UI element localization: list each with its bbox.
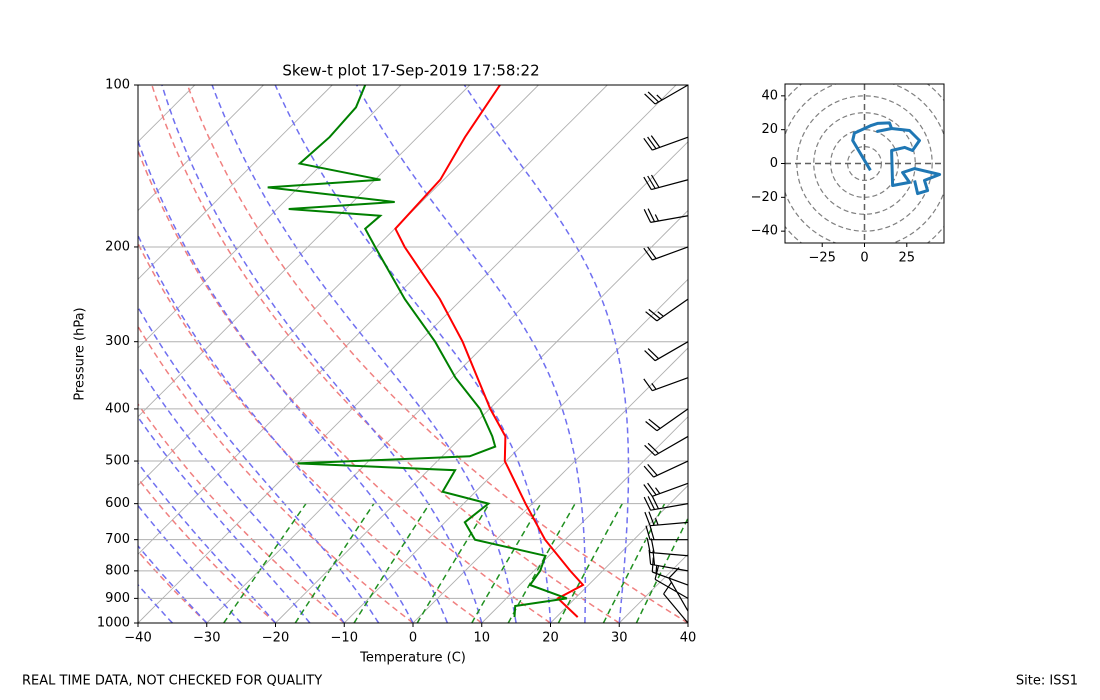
wind-barb bbox=[643, 377, 689, 392]
isotherm bbox=[275, 209, 688, 623]
isotherm bbox=[138, 85, 539, 487]
isotherm bbox=[138, 85, 471, 418]
moist-adiabat bbox=[138, 504, 242, 623]
y-tick-label: 800 bbox=[105, 563, 130, 578]
x-tick-label: 30 bbox=[611, 631, 628, 646]
moist-adiabat bbox=[138, 233, 414, 623]
wind-barb bbox=[663, 581, 689, 624]
wind-barb bbox=[645, 408, 689, 432]
y-tick-label: 200 bbox=[105, 239, 130, 254]
y-tick-label: −40 bbox=[751, 224, 778, 239]
y-axis-label: Pressure (hPa) bbox=[73, 307, 88, 400]
y-tick-label: 900 bbox=[105, 591, 130, 606]
isotherm bbox=[138, 85, 264, 212]
wind-barb bbox=[643, 482, 689, 497]
isotherm bbox=[206, 141, 688, 623]
y-tick-label: 0 bbox=[770, 156, 778, 171]
wind-barb bbox=[643, 135, 689, 151]
moist-adiabat bbox=[138, 461, 277, 623]
x-tick-label: 0 bbox=[409, 631, 417, 646]
skewt-data bbox=[267, 85, 585, 618]
wind-barb bbox=[643, 174, 689, 191]
x-tick-label: −25 bbox=[808, 251, 835, 266]
dry-adiabat bbox=[138, 402, 345, 623]
x-tick-label: 25 bbox=[899, 251, 916, 266]
isotherm bbox=[481, 416, 688, 623]
chart-title: Skew-t plot 17-Sep-2019 17:58:22 bbox=[282, 62, 539, 80]
moist-adiabat bbox=[274, 85, 552, 623]
isotherm bbox=[412, 347, 688, 623]
isotherm bbox=[343, 278, 688, 623]
mixing-ratio-line bbox=[635, 516, 688, 623]
wind-barb bbox=[644, 511, 689, 527]
isotherm bbox=[550, 484, 688, 623]
x-tick-label: 0 bbox=[860, 251, 868, 266]
dry-adiabat bbox=[138, 325, 414, 623]
x-tick-label: −40 bbox=[124, 631, 151, 646]
y-tick-label: −20 bbox=[751, 190, 778, 205]
y-tick-label: 400 bbox=[105, 401, 130, 416]
y-tick-label: 500 bbox=[105, 454, 130, 469]
isotherm bbox=[138, 85, 608, 555]
dry-adiabat bbox=[186, 85, 688, 623]
moist-adiabat bbox=[138, 138, 449, 623]
y-tick-label: 20 bbox=[761, 122, 778, 137]
hodograph-line bbox=[851, 121, 942, 196]
moist-adiabat bbox=[356, 85, 587, 623]
wind-barb bbox=[643, 208, 689, 223]
x-tick-label: 20 bbox=[542, 631, 559, 646]
y-tick-label: 100 bbox=[105, 78, 130, 93]
wind-barb bbox=[646, 538, 689, 557]
hodograph-background bbox=[785, 84, 944, 243]
moist-adiabat bbox=[161, 85, 483, 623]
isotherm bbox=[138, 85, 677, 623]
x-tick-label: −30 bbox=[193, 631, 220, 646]
footer-left: REAL TIME DATA, NOT CHECKED FOR QUALITY bbox=[22, 674, 322, 689]
x-tick-label: −10 bbox=[331, 631, 358, 646]
wind-barb bbox=[643, 246, 689, 261]
moist-adiabat bbox=[463, 85, 630, 623]
x-axis-label: Temperature (C) bbox=[359, 651, 466, 666]
hodograph-axes: −25 0 25 −40 −20 0 20 40 bbox=[751, 88, 915, 265]
wind-barb bbox=[643, 460, 689, 478]
moist-adiabat bbox=[138, 415, 311, 623]
y-tick-label: 700 bbox=[105, 532, 130, 547]
moist-adiabat bbox=[138, 544, 208, 623]
wind-barb bbox=[654, 565, 689, 599]
x-tick-label: −20 bbox=[262, 631, 289, 646]
profile-line bbox=[394, 85, 585, 618]
y-tick-label: 600 bbox=[105, 496, 130, 511]
isotherm bbox=[138, 85, 333, 280]
wind-barb bbox=[645, 298, 689, 322]
isotherm bbox=[138, 85, 402, 349]
y-tick-label: 1000 bbox=[97, 616, 130, 631]
wind-barb bbox=[645, 525, 689, 541]
wind-barb bbox=[644, 84, 689, 105]
y-tick-label: 300 bbox=[105, 334, 130, 349]
skewt-background bbox=[138, 85, 688, 623]
dry-adiabat bbox=[138, 241, 483, 623]
moist-adiabat bbox=[138, 364, 345, 623]
wind-barb bbox=[643, 495, 689, 511]
x-tick-label: 40 bbox=[680, 631, 697, 646]
profile-line bbox=[267, 85, 568, 618]
wind-barb bbox=[644, 435, 689, 456]
x-tick-label: 10 bbox=[473, 631, 490, 646]
wind-barb bbox=[644, 341, 689, 362]
y-tick-label: 40 bbox=[761, 88, 778, 103]
footer-right: Site: ISS1 bbox=[1016, 674, 1078, 689]
